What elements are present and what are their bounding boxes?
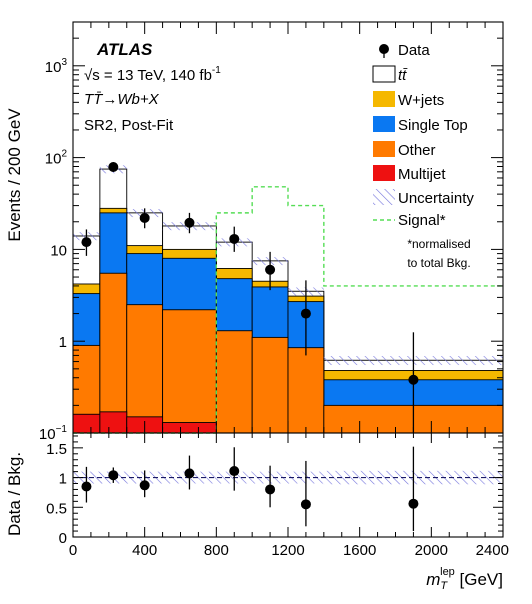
- legend-swatch-other: [373, 141, 395, 157]
- legend-item-single-top: Single Top: [373, 116, 468, 134]
- legend-label-single-top: Single Top: [398, 117, 468, 134]
- bar-other: [251, 336, 289, 434]
- bar-other: [126, 304, 164, 434]
- y-tick-label: 1: [59, 334, 67, 351]
- signal-histogram: [73, 186, 503, 434]
- legend-label-ttbar: tt̄: [398, 67, 408, 84]
- bar-other: [99, 272, 128, 434]
- x-tick-label: 2000: [415, 542, 448, 559]
- legend: Data tt̄ W+jets Single Top Other Multije…: [372, 42, 474, 270]
- legend-swatch-wjets: [373, 91, 395, 107]
- signal-line: [73, 186, 503, 434]
- legend-item-signal: Signal*: [373, 212, 446, 229]
- ratio-data-points: [81, 446, 419, 532]
- ratio-point: [108, 470, 119, 481]
- ratio-point: [229, 466, 240, 477]
- process-label: TT̄→Wb+X: [84, 91, 160, 108]
- bar-multijet: [72, 413, 101, 434]
- ratio-point: [184, 468, 195, 479]
- legend-label-multijet: Multijet: [398, 166, 446, 183]
- legend-item-data: Data: [379, 42, 430, 59]
- x-tick-label: 2400: [476, 542, 509, 559]
- x-tick-label: 800: [204, 542, 229, 559]
- legend-swatch-multijet: [373, 165, 395, 181]
- y-tick-label: 10−1: [39, 424, 68, 443]
- bar-other: [287, 347, 325, 434]
- ratio-y-tick-label: 0.5: [46, 500, 67, 517]
- ratio-y-axis-label: Data / Bkg.: [5, 452, 24, 536]
- data-point: [81, 237, 92, 248]
- legend-label-wjets: W+jets: [398, 92, 444, 109]
- ratio-point: [81, 481, 92, 492]
- ratio-y-tick-label: 1.5: [46, 441, 67, 458]
- stacked-histograms: [72, 168, 504, 434]
- y-tick-label: 10: [50, 242, 67, 259]
- data-point: [265, 264, 276, 275]
- legend-item-wjets: W+jets: [373, 91, 444, 109]
- bar-other: [215, 330, 253, 434]
- ratio-y-tick-label: 0: [59, 530, 67, 547]
- legend-label-other: Other: [398, 142, 436, 159]
- legend-swatch-ttbar: [372, 65, 396, 83]
- data-points: [81, 161, 419, 433]
- region-label: SR2, Post-Fit: [84, 117, 174, 134]
- legend-item-ttbar: tt̄: [372, 65, 408, 84]
- legend-label-signal: Signal*: [398, 212, 446, 229]
- signal-note-line1: *normalised: [407, 237, 470, 251]
- x-tick-label: 400: [132, 542, 157, 559]
- x-tick-label: 1600: [343, 542, 376, 559]
- y-tick-label: 103: [45, 57, 68, 76]
- x-tick-label: 0: [69, 542, 77, 559]
- ratio-axes-box: [72, 432, 504, 538]
- data-point: [139, 212, 150, 223]
- data-point: [300, 308, 311, 319]
- ratio-panel-frame: 0 0.5 1 1.5 0 400 800 1200 1600 2000 2400: [46, 432, 509, 559]
- data-point: [184, 217, 195, 228]
- energy-label: √s = 13 TeV, 140 fb-1: [84, 65, 221, 84]
- signal-note-line2: to total Bkg.: [407, 256, 470, 270]
- ratio-point: [139, 480, 150, 491]
- data-point: [229, 233, 240, 244]
- legend-item-multijet: Multijet: [373, 165, 446, 183]
- bar-other: [162, 309, 217, 434]
- data-point: [108, 161, 119, 172]
- legend-label-uncertainty: Uncertainty: [398, 190, 474, 207]
- legend-swatch-uncertainty: [373, 189, 395, 205]
- legend-label-data: Data: [398, 42, 430, 59]
- ratio-point: [265, 484, 276, 495]
- legend-item-other: Other: [373, 141, 436, 159]
- bar-multijet: [162, 422, 217, 434]
- data-point: [408, 374, 419, 385]
- y-tick-label: 102: [45, 149, 68, 168]
- legend-swatch-single-top: [373, 116, 395, 132]
- ratio-point: [408, 498, 419, 509]
- atlas-label: ATLAS: [96, 40, 153, 59]
- legend-item-uncertainty: Uncertainty: [373, 189, 474, 207]
- x-axis-label: mTlep [GeV]: [426, 566, 503, 592]
- x-tick-label: 1200: [271, 542, 304, 559]
- y-axis-label: Events / 200 GeV: [5, 108, 24, 242]
- ratio-y-tick-label: 1: [59, 471, 67, 488]
- ratio-point: [300, 499, 311, 510]
- bar-multijet: [99, 411, 128, 434]
- legend-data-marker: [379, 44, 389, 54]
